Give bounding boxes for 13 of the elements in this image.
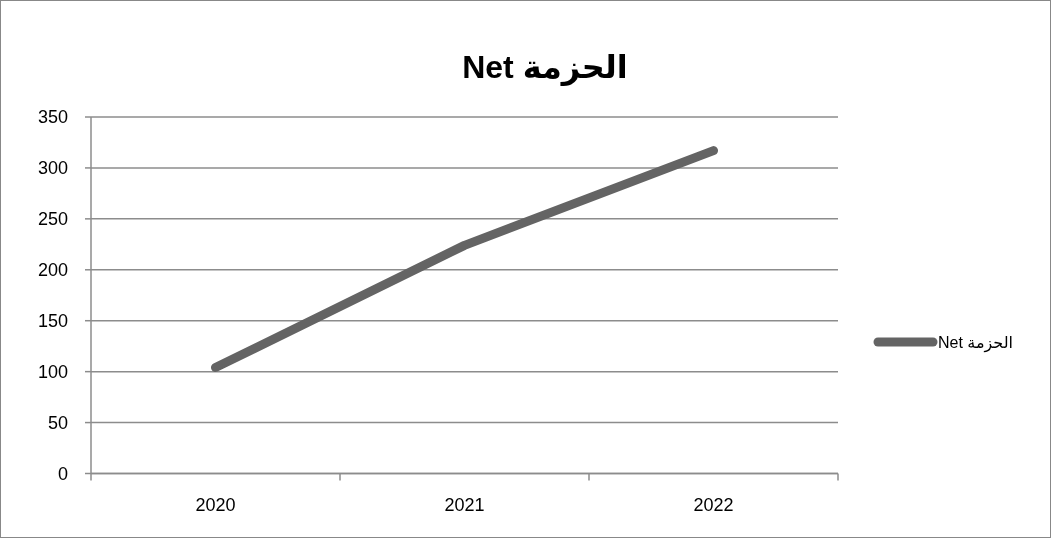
x-tick-label: 2021 bbox=[444, 494, 485, 515]
y-tick-label: 150 bbox=[37, 310, 68, 331]
y-tick-label: 0 bbox=[57, 463, 68, 484]
y-tick-label: 50 bbox=[47, 412, 68, 433]
y-tick-label: 100 bbox=[37, 361, 68, 382]
y-tick-label: 300 bbox=[37, 157, 68, 178]
y-tick-label: 200 bbox=[37, 259, 68, 280]
chart-title: الحزمة Net bbox=[462, 49, 628, 86]
x-tick-label: 2020 bbox=[195, 494, 236, 515]
y-tick-label: 350 bbox=[37, 107, 68, 127]
y-tick-label: 250 bbox=[37, 208, 68, 229]
legend-label: الحزمة Net bbox=[938, 334, 1013, 353]
x-tick-label: 2022 bbox=[693, 494, 734, 515]
